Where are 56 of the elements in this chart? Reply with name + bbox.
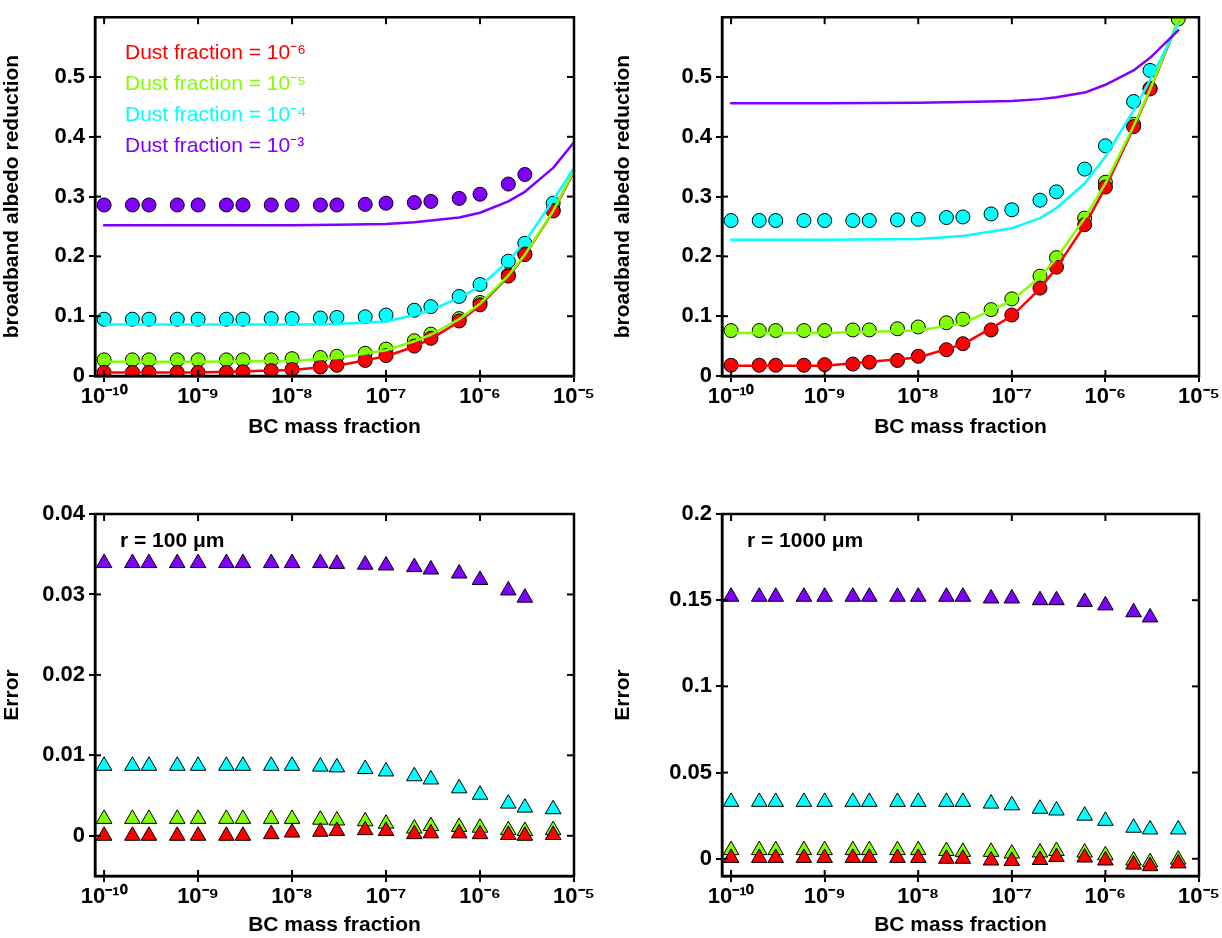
x-tick-label: 10⁻⁸: [271, 383, 313, 409]
x-tick-label: 10⁻¹⁰: [707, 883, 755, 909]
text: Dust fraction = 10⁻⁴: [125, 102, 307, 125]
y-tick-label: 0.2: [681, 242, 712, 268]
x-tick-label: 10⁻⁵: [553, 383, 595, 409]
x-tick-label: 10⁻⁹: [177, 883, 220, 909]
x-tick-label: 10⁻¹⁰: [80, 883, 128, 909]
y-axis-title: Error: [0, 669, 23, 721]
y-tick-label: 0.1: [681, 672, 712, 698]
x-tick-label: 10⁻⁶: [459, 383, 501, 409]
y-tick-label: 0.2: [681, 500, 712, 526]
y-tick-label: 0.05: [669, 758, 712, 784]
x-tick-label: 10⁻⁷: [991, 883, 1033, 909]
x-tick-label: 10⁻⁶: [459, 883, 501, 909]
x-tick-label: 10⁻⁵: [1178, 383, 1220, 409]
y-tick-label: 0.4: [54, 122, 86, 148]
x-tick-label: 10⁻⁹: [803, 883, 846, 909]
x-tick-label: 10⁻⁵: [1178, 883, 1220, 909]
x-tick-label: 10⁻⁹: [803, 383, 846, 409]
x-tick-label: 10⁻⁹: [177, 383, 220, 409]
y-tick-label: 0.4: [681, 122, 713, 148]
annotation: r = 1000 μm: [747, 527, 864, 551]
x-tick-label: 10⁻⁷: [365, 883, 407, 909]
y-tick-label: 0: [699, 844, 712, 870]
x-tick-label: 10⁻⁵: [553, 883, 595, 909]
y-axis-title: broadband albedo reduction: [610, 54, 634, 339]
y-tick-label: 0.5: [54, 63, 85, 89]
y-tick-label: 0.2: [54, 242, 85, 268]
x-tick-label: 10⁻⁸: [897, 383, 940, 409]
y-tick-label: 0: [72, 821, 85, 847]
y-tick-label: 0.03: [42, 580, 85, 606]
text: Dust fraction = 10⁻⁵: [125, 71, 306, 94]
x-axis-title: BC mass fraction: [874, 912, 1047, 936]
y-axis-title: broadband albedo reduction: [0, 54, 23, 339]
x-tick-label: 10⁻⁷: [365, 383, 407, 409]
x-tick-label: 10⁻⁷: [991, 383, 1033, 409]
y-tick-label: 0.1: [54, 302, 85, 328]
y-tick-label: 0.01: [42, 741, 85, 767]
y-tick-label: 0.1: [681, 302, 712, 328]
x-axis-title: BC mass fraction: [248, 414, 421, 438]
x-axis-title: BC mass fraction: [248, 912, 421, 936]
y-tick-label: 0.02: [42, 660, 85, 686]
x-tick-label: 10⁻⁸: [271, 883, 313, 909]
x-tick-label: 10⁻⁶: [1084, 383, 1127, 409]
x-tick-label: 10⁻⁶: [1084, 883, 1127, 909]
y-tick-label: 0.15: [669, 586, 712, 612]
text: Dust fraction = 10⁻³: [125, 133, 305, 156]
x-tick-label: 10⁻⁸: [897, 883, 940, 909]
legend-label: Dust fraction = 10⁻⁶: [125, 40, 306, 63]
annotation: r = 100 μm: [120, 527, 225, 551]
y-tick-label: 0.3: [54, 182, 85, 208]
x-axis-title: BC mass fraction: [874, 414, 1047, 438]
y-tick-label: 0.04: [42, 500, 86, 526]
y-axis-title: Error: [610, 669, 634, 721]
y-tick-label: 0.3: [681, 182, 712, 208]
y-tick-label: 0.5: [681, 63, 712, 89]
